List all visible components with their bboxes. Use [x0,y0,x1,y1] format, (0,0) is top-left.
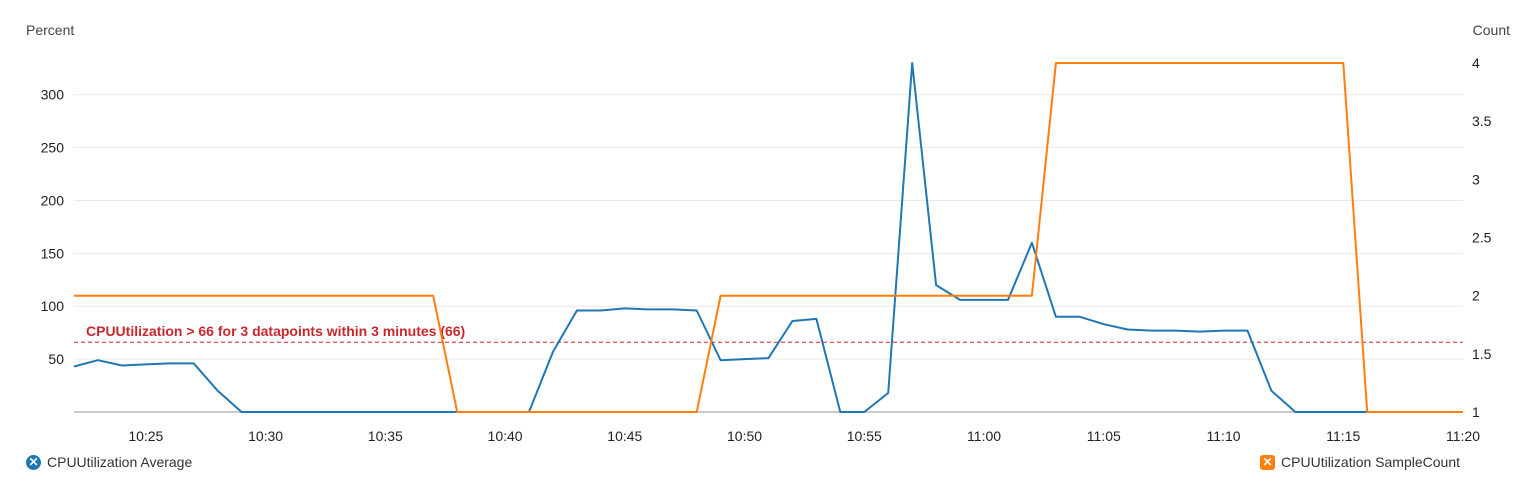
x-tick-label: 10:50 [727,428,762,444]
x-tick-label: 10:35 [368,428,403,444]
left-axis-title: Percent [26,22,74,38]
y-right-tick-label: 1 [1472,404,1480,420]
series-average-line [73,62,1463,413]
x-tick-label: 10:25 [128,428,163,444]
y-left-tick-label: 150 [41,245,65,261]
x-tick-label: 10:30 [248,428,283,444]
threshold-label: CPUUtilization > 66 for 3 datapoints wit… [86,323,465,339]
y-right-tick-label: 3.5 [1472,113,1492,129]
legend-average[interactable]: ✕ CPUUtilization Average [26,454,192,470]
close-icon[interactable]: ✕ [26,454,41,470]
y-left-tick-label: 200 [41,192,65,208]
x-tick-label: 10:40 [488,428,523,444]
right-axis-title: Count [1473,22,1510,38]
y-left-tick-label: 50 [48,351,64,367]
y-left-tick-label: 100 [41,298,65,314]
x-tick-label: 11:15 [1326,428,1360,444]
legend-average-label: CPUUtilization Average [47,454,193,470]
x-tick-label: 10:45 [607,428,642,444]
series-samplecount-line [74,62,1463,413]
y-right-tick-label: 2 [1472,288,1480,304]
x-tick-label: 11:20 [1446,428,1480,444]
y-right-tick-label: 1.5 [1472,346,1492,362]
y-left-tick-label: 300 [41,87,65,103]
x-tick-label: 11:05 [1087,428,1121,444]
x-tick-label: 11:00 [967,428,1001,444]
close-icon[interactable]: ✕ [1260,454,1276,470]
x-tick-label: 10:55 [847,428,882,444]
y-right-tick-label: 2.5 [1472,230,1492,246]
y-left-tick-label: 250 [41,140,65,156]
y-right-tick-label: 3 [1472,171,1480,187]
chart-svg: Percent Count 50 100 150 200 250 300 1 1.5 2 2.5 3 3.… [26,22,1510,444]
legend-samplecount-label: CPUUtilization SampleCount [1281,454,1460,470]
legend-samplecount[interactable]: ✕ CPUUtilization SampleCount [1260,454,1460,470]
x-tick-label: 11:10 [1207,428,1241,444]
y-right-tick-label: 4 [1472,55,1480,71]
